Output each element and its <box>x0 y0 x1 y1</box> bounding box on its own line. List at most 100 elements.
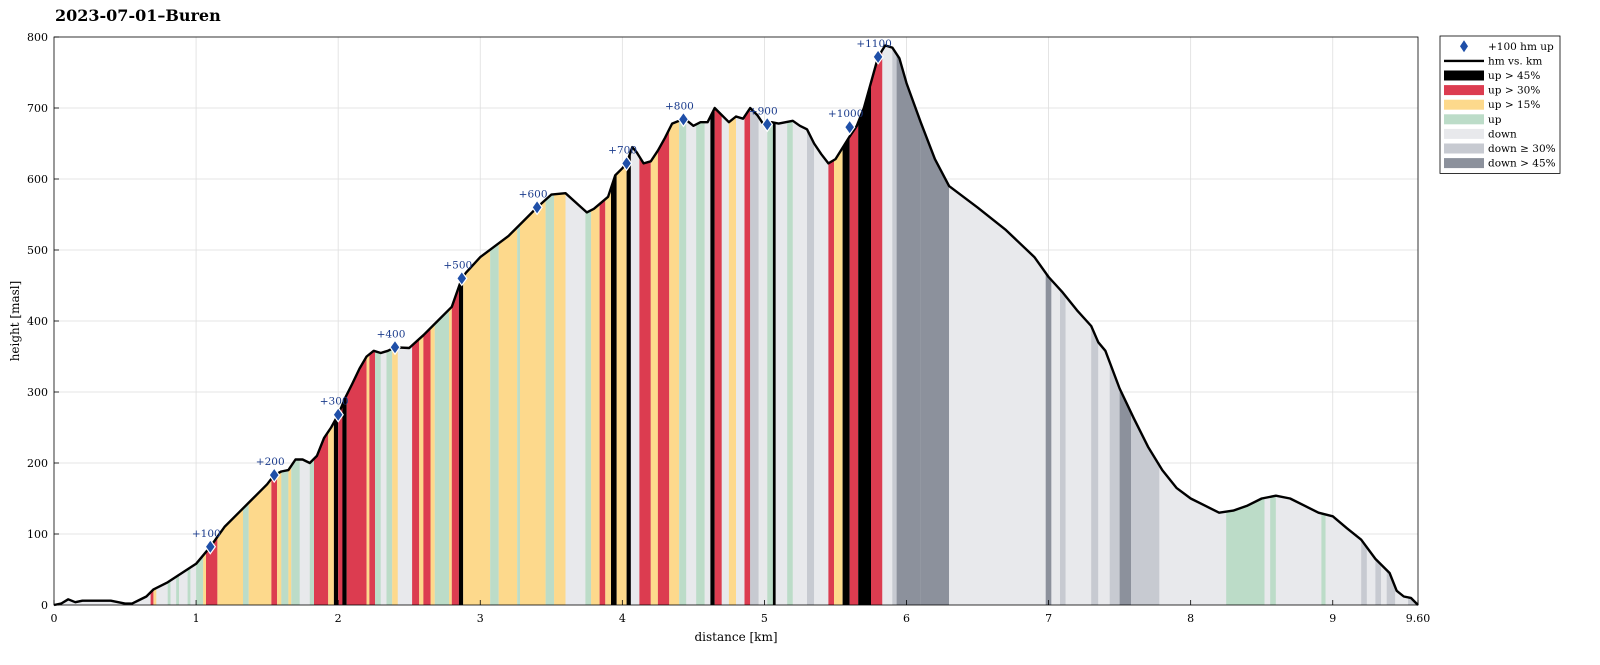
band-up <box>696 45 705 605</box>
band-up-15 <box>554 45 566 605</box>
x-tick-label: 3 <box>477 612 484 625</box>
y-tick-label: 800 <box>27 31 48 44</box>
band-up-15 <box>616 45 627 605</box>
x-tick-label: 2 <box>335 612 342 625</box>
band-up-30 <box>451 45 459 605</box>
band-up-45 <box>710 45 715 605</box>
band-up-30 <box>714 45 722 605</box>
y-tick-label: 600 <box>27 173 48 186</box>
band-down <box>814 45 829 605</box>
y-tick-label: 500 <box>27 244 48 257</box>
band-up-30 <box>828 45 835 605</box>
band-down-45 <box>920 45 950 605</box>
band-up <box>585 45 592 605</box>
y-tick-label: 700 <box>27 102 48 115</box>
milestone-label: +500 <box>443 259 472 271</box>
band-up-15 <box>449 45 452 605</box>
legend-item-down-30: down ≥ 30% <box>1444 143 1556 155</box>
band-up-45 <box>858 45 871 605</box>
milestone-marker: +500 <box>443 259 472 287</box>
milestone-label: +300 <box>320 396 349 408</box>
legend-item-down: down <box>1444 128 1517 140</box>
milestone-diamond <box>761 116 773 133</box>
legend-swatch <box>1460 40 1468 53</box>
y-tick-label: 300 <box>27 386 48 399</box>
axis-ticks: 0 1 2 3 4 5 6 7 8 9 9.60 0 100 200 300 400 500 600 700 800 <box>27 31 1430 625</box>
milestone-diamond <box>389 339 401 356</box>
band-up-15 <box>669 45 680 605</box>
band-down-45 <box>1045 45 1052 605</box>
band-up-30 <box>657 45 670 605</box>
x-tick-label: 5 <box>761 612 768 625</box>
band-down <box>949 45 1046 605</box>
milestone-marker: +400 <box>377 328 405 356</box>
band-up-15 <box>520 45 546 605</box>
milestone-diamond <box>204 538 217 555</box>
legend-label: up > 15% <box>1488 99 1540 111</box>
milestone-marker: +600 <box>519 188 548 216</box>
band-down <box>686 45 697 605</box>
milestone-diamond <box>677 111 690 128</box>
band-up-15 <box>834 45 843 605</box>
band-up <box>490 45 499 605</box>
milestone-diamond <box>531 199 543 216</box>
band-down <box>758 45 768 605</box>
band-down <box>775 45 788 605</box>
x-tick-label: 1 <box>193 612 200 625</box>
legend-swatch <box>1444 158 1484 169</box>
milestone-label: +700 <box>608 144 637 156</box>
milestone-diamond <box>332 406 344 423</box>
x-axis-label: distance [km] <box>694 630 777 644</box>
band-down <box>882 45 893 605</box>
legend-label: +100 hm up <box>1488 41 1554 53</box>
milestone-diamond <box>268 467 280 484</box>
milestone-marker: +100 <box>192 528 221 555</box>
band-up-15 <box>463 45 491 605</box>
milestone-diamond <box>872 48 884 65</box>
x-tick-label: 8 <box>1187 612 1194 625</box>
legend-swatch <box>1444 128 1484 139</box>
band-down-30 <box>1060 45 1066 605</box>
band-up-15 <box>498 45 518 605</box>
x-tick-label: 0 <box>51 612 58 625</box>
band-up <box>767 45 773 605</box>
y-tick-label: 0 <box>41 599 48 612</box>
band-down <box>630 45 640 605</box>
milestone-marker: +200 <box>256 456 285 484</box>
legend: +100 hm up hm vs. km up > 45% up > 30% up > … <box>1439 35 1561 174</box>
legend-swatch <box>1444 70 1484 81</box>
legend-swatch <box>1444 114 1484 125</box>
legend-swatch <box>1444 85 1484 96</box>
milestone-marker: +1000 <box>828 108 863 136</box>
legend-item-100-hm-up: +100 hm up <box>1460 40 1554 53</box>
band-up-15 <box>605 45 611 605</box>
x-tick-label: 9 <box>1329 612 1336 625</box>
band-down <box>704 45 711 605</box>
legend-swatch <box>1444 143 1484 154</box>
legend-item-hm-vs-km: hm vs. km <box>1444 55 1542 67</box>
milestone-label: +800 <box>665 100 694 112</box>
legend-item-up-15: up > 15% <box>1444 99 1540 111</box>
band-down <box>721 45 729 605</box>
band-down <box>736 45 745 605</box>
band-up-30 <box>599 45 606 605</box>
milestone-marker: +300 <box>320 396 349 423</box>
legend-item-down-45: down > 45% <box>1444 158 1556 170</box>
legend-item-up: up <box>1444 114 1502 126</box>
milestone-marker: +800 <box>665 100 694 128</box>
legend-label: up > 45% <box>1488 70 1540 82</box>
band-up-45 <box>458 45 464 605</box>
legend-label: down ≥ 30% <box>1488 143 1556 155</box>
band-up-15 <box>728 45 736 605</box>
band-up-45 <box>842 45 850 605</box>
band-down-45 <box>896 45 921 605</box>
legend-item-up-45: up > 45% <box>1444 70 1540 82</box>
band-down <box>565 45 586 605</box>
band-down <box>792 45 807 605</box>
milestone-label: +900 <box>749 105 778 117</box>
legend-label: down > 45% <box>1488 158 1556 170</box>
band-up-15 <box>591 45 600 605</box>
band-up-45 <box>772 45 776 605</box>
legend-label: up > 30% <box>1488 85 1540 97</box>
